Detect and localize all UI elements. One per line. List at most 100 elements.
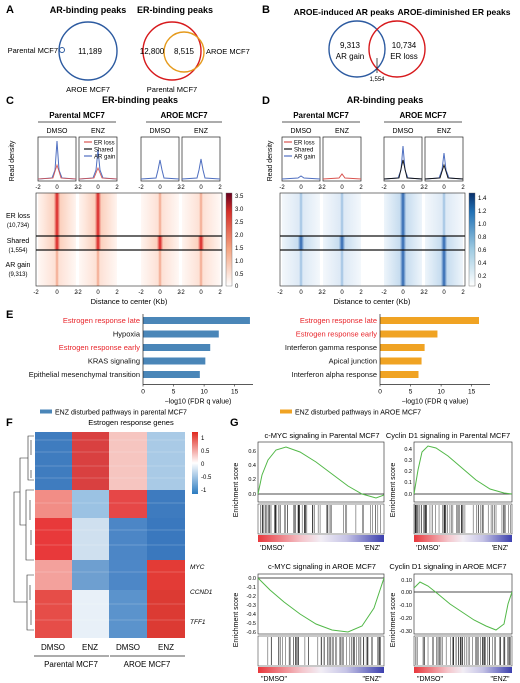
panel-e: E Estrogen response lateHypoxiaEstrogen … bbox=[6, 309, 490, 417]
f-cell bbox=[147, 432, 185, 490]
d-hm-tick: 0 bbox=[340, 290, 344, 296]
c-heatmap-erloss bbox=[38, 193, 76, 236]
e-xtick-label: 10 bbox=[200, 389, 208, 396]
panel-g-letter: G bbox=[230, 417, 239, 429]
gsea-ytick: 0.1 bbox=[404, 480, 412, 486]
f-gene-ccnd1: CCND1 bbox=[190, 589, 213, 596]
panel-c-letter: C bbox=[6, 95, 14, 107]
e-category-label: KRAS signaling bbox=[88, 357, 140, 366]
c-hm-tick: -2 bbox=[138, 290, 144, 296]
f-group-aroe: AROE MCF7 bbox=[124, 660, 171, 669]
d-tick: 2 bbox=[318, 185, 322, 191]
e-bar bbox=[143, 357, 206, 365]
gsea-ylabel: Enrichment score bbox=[390, 593, 397, 648]
gsea-ytick: 0.0 bbox=[248, 492, 256, 498]
c-profiles: -2 0 2 -2 0 2 -2 0 2 -2 0 2 bbox=[35, 136, 222, 191]
c-hm-tick: -2 bbox=[179, 290, 185, 296]
d-group-parental: Parental MCF7 bbox=[293, 111, 349, 120]
e-bar bbox=[143, 317, 250, 324]
gsea-ytick: -0.20 bbox=[399, 616, 412, 622]
d-tick: -2 bbox=[320, 185, 326, 191]
e-category-label: Interferon alpha response bbox=[292, 370, 377, 379]
e-legend-swatch bbox=[40, 409, 52, 414]
venn2-bottom-label: Parental MCF7 bbox=[147, 85, 197, 94]
gsea-rank-bar bbox=[414, 535, 512, 542]
gsea-curve bbox=[413, 581, 513, 631]
gsea-ylabel: Enrichment score bbox=[233, 593, 240, 648]
c-legend-argain: AR gain bbox=[94, 155, 115, 161]
f-cell bbox=[147, 490, 185, 518]
gsea-ytick: -0.3 bbox=[247, 603, 256, 609]
gsea-left-label: 'DMSO' bbox=[416, 545, 440, 552]
d-ylabel: Read density bbox=[267, 140, 274, 181]
d-legend-erloss: ER loss bbox=[294, 141, 315, 147]
panel-f-letter: F bbox=[6, 417, 13, 429]
c-heatmap-argain bbox=[79, 250, 117, 286]
c-heatmap-erloss bbox=[141, 193, 179, 236]
c-row-argain: AR gain bbox=[6, 262, 31, 269]
gsea-right-label: "ENZ" bbox=[491, 676, 510, 683]
d-xlabel: Distance to center (Kb) bbox=[334, 297, 411, 306]
gsea-rank-bar bbox=[414, 667, 512, 673]
gsea-hits bbox=[257, 635, 385, 667]
f-gene-tff1: TFF1 bbox=[190, 619, 206, 626]
c-cb-tick: 2.5 bbox=[235, 220, 244, 226]
gsea-hits bbox=[413, 635, 513, 667]
e-category-label: Estrogen response late bbox=[300, 316, 377, 325]
e-left-chart: Estrogen response late Hypoxia Estrogen re… bbox=[29, 314, 253, 417]
gsea-right-label: 'ENZ' bbox=[492, 545, 509, 552]
d-heatmap-shared bbox=[425, 236, 463, 250]
c-heatmap-argain bbox=[182, 250, 220, 286]
c-hm-tick: 0 bbox=[96, 290, 100, 296]
c-cb-tick: 1.5 bbox=[235, 246, 244, 252]
gsea-ytick: 0.2 bbox=[404, 469, 412, 475]
e-xtick-label: 15 bbox=[231, 389, 239, 396]
d-hm-tick: -2 bbox=[422, 290, 428, 296]
c-profile-erloss bbox=[78, 166, 118, 180]
e-legend-label: ENZ disturbed pathways in AROE MCF7 bbox=[295, 410, 421, 417]
c-cb-tick: 0.5 bbox=[235, 272, 244, 278]
c-colorbar bbox=[225, 192, 233, 287]
f-row-striations bbox=[35, 439, 185, 621]
panel-c-title: ER-binding peaks bbox=[102, 95, 178, 105]
gsea-ytick: -0.1 bbox=[247, 585, 256, 591]
gsea-ytick: 0.6 bbox=[248, 449, 256, 455]
c-tick: 0 bbox=[199, 185, 203, 191]
c-hm-tick: 0 bbox=[199, 290, 203, 296]
d-tick: -2 bbox=[279, 185, 285, 191]
gsea-yticks: 0.6 0.4 0.2 0.0 bbox=[248, 449, 256, 498]
f-group-parental: Parental MCF7 bbox=[44, 660, 98, 669]
d-tick: 2 bbox=[420, 185, 424, 191]
d-hm-tick: 2 bbox=[318, 290, 322, 296]
f-cell bbox=[35, 432, 72, 490]
d-profile-box bbox=[383, 136, 423, 182]
gsea-ytick: 0.4 bbox=[404, 447, 412, 453]
d-cb-tick: 1.0 bbox=[478, 222, 487, 228]
c-profile-argain bbox=[181, 158, 221, 180]
c-heatmap-shared bbox=[141, 236, 179, 250]
d-cb-tick: 0.6 bbox=[478, 248, 487, 254]
d-hm-tick: 2 bbox=[461, 290, 465, 296]
dendro-branch bbox=[19, 457, 28, 526]
c-tick: -2 bbox=[76, 185, 82, 191]
c-tick: -2 bbox=[179, 185, 185, 191]
gsea-left-label: 'DMSO' bbox=[260, 545, 284, 552]
c-profile-box bbox=[78, 136, 118, 182]
f-cell bbox=[35, 560, 72, 590]
venn2-right-count: 8,515 bbox=[174, 47, 195, 56]
d-cb-tick: 0.8 bbox=[478, 235, 487, 241]
f-gene-myc: MYC bbox=[190, 564, 205, 571]
e-xtick-label: 5 bbox=[172, 389, 176, 396]
venn3-title-right: AROE-diminished ER peaks bbox=[398, 7, 511, 17]
c-profile-box bbox=[181, 136, 221, 182]
e-xtick-label: 5 bbox=[409, 389, 413, 396]
c-profile-box bbox=[140, 136, 180, 182]
dendro-leaf bbox=[29, 440, 32, 625]
gsea-right-label: 'ENZ' bbox=[364, 545, 381, 552]
d-profile-shared bbox=[424, 163, 464, 180]
c-colorbar-ticks: 3.5 3.0 2.5 2.0 1.5 1.0 0.5 0 bbox=[235, 194, 244, 290]
e-category-label: Estrogen response early bbox=[59, 343, 141, 352]
gsea-ytick: -0.10 bbox=[399, 603, 412, 609]
e-right-chart: Estrogen response late Estrogen response … bbox=[280, 314, 490, 417]
c-cb-tick: 0 bbox=[235, 284, 239, 290]
